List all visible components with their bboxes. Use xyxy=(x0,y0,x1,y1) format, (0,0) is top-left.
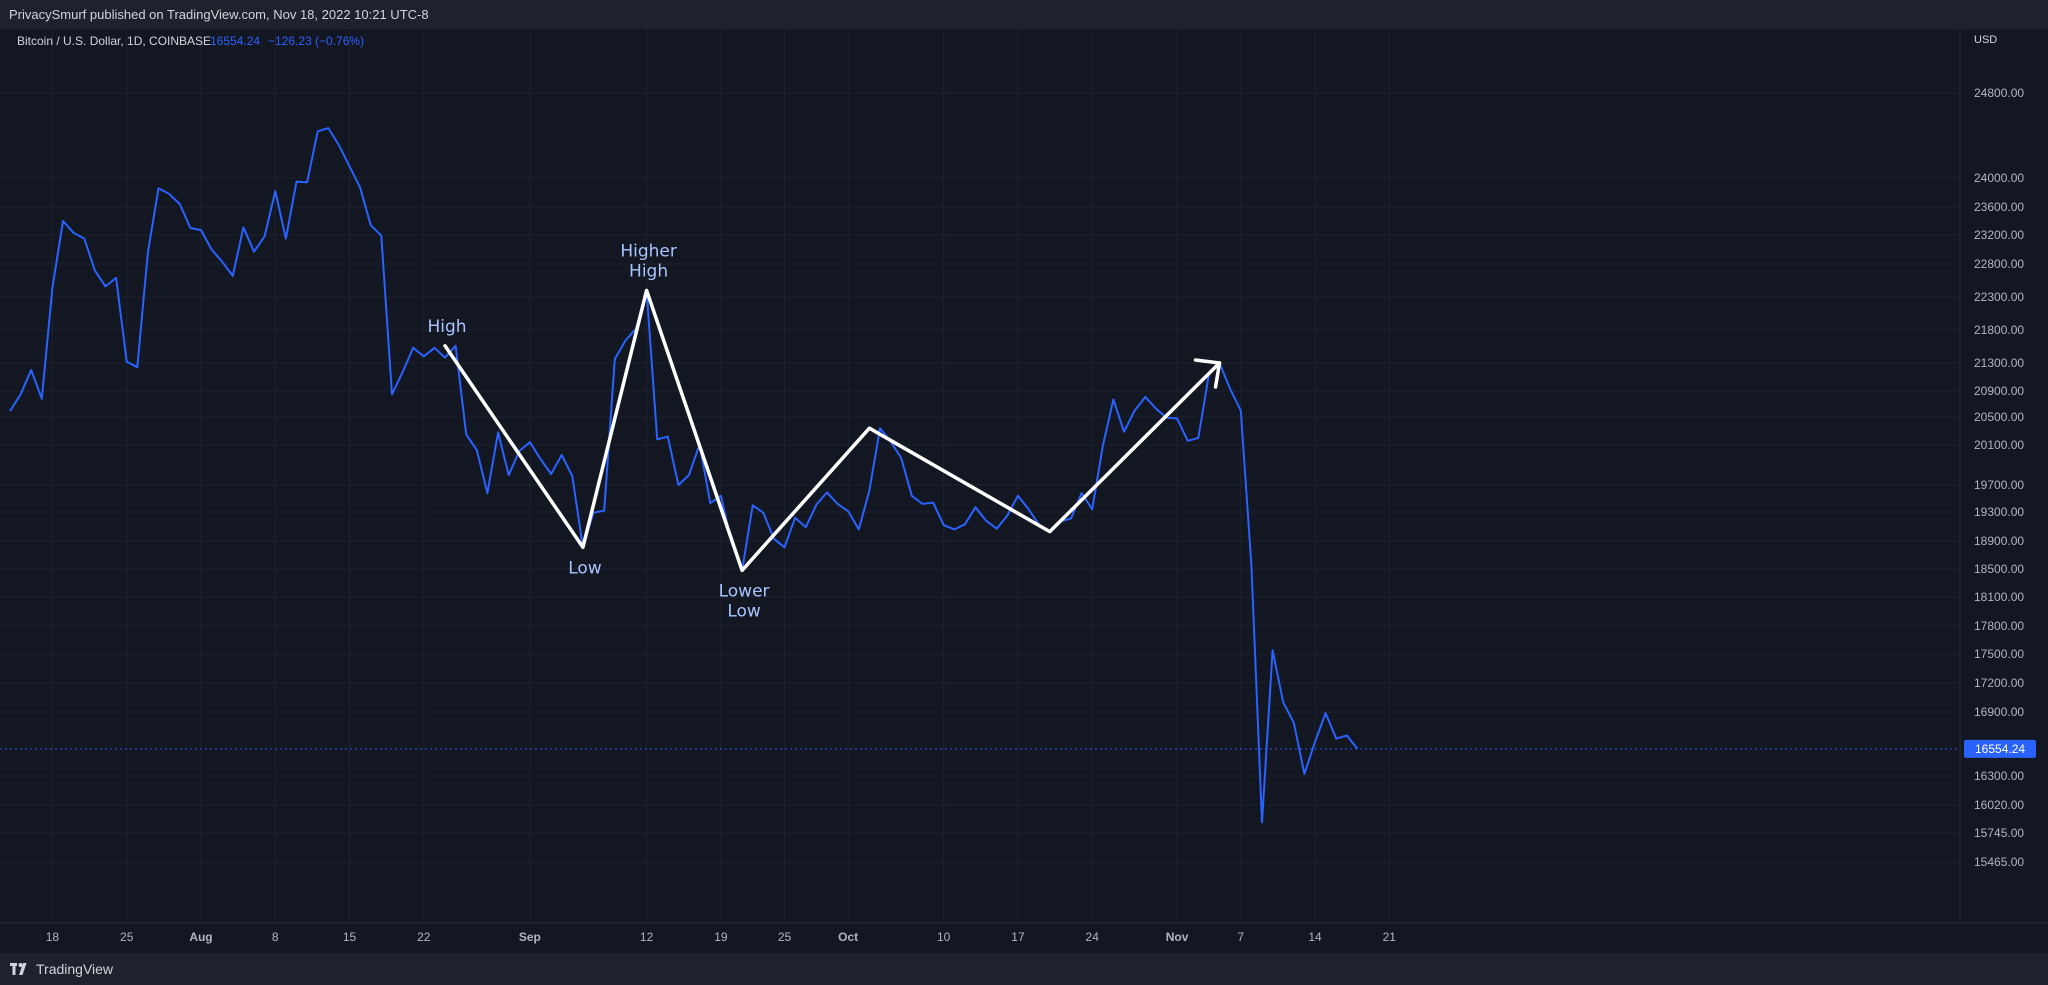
price-tick-label: 21300.00 xyxy=(1974,356,2024,370)
tradingview-brand[interactable]: TradingView xyxy=(10,961,113,977)
time-tick-label: Sep xyxy=(519,930,541,944)
time-tick-label: 18 xyxy=(46,930,60,944)
price-tick-label: 16300.00 xyxy=(1974,769,2024,783)
price-tick-label: 15465.00 xyxy=(1974,855,2024,869)
time-tick-label: 12 xyxy=(640,930,654,944)
price-tick-label: 19300.00 xyxy=(1974,505,2024,519)
price-tick-label: 18500.00 xyxy=(1974,562,2024,576)
publish-header: PrivacySmurf published on TradingView.co… xyxy=(0,0,2048,29)
price-tick-label: 23600.00 xyxy=(1974,200,2024,214)
time-tick-label: 25 xyxy=(778,930,792,944)
high-low-pattern-line xyxy=(443,288,1222,573)
footer-bar: TradingView xyxy=(0,953,2048,985)
annotation-label: Higher xyxy=(620,241,677,261)
price-tick-label: 24800.00 xyxy=(1974,86,2024,100)
chart-grid xyxy=(0,29,1960,923)
price-tick-label: 17200.00 xyxy=(1974,676,2024,690)
arrow-head-icon xyxy=(1193,358,1222,389)
currency-label: USD xyxy=(1974,34,1997,46)
chart-legend: Bitcoin / U.S. Dollar, 1D, COINBASE 1655… xyxy=(17,34,364,48)
time-axis: 18 25 Aug 8 15 22 Sep 12 19 25 Oct 10 17 24 Nov 7 14 21 xyxy=(0,922,2048,944)
price-tick-label: 22300.00 xyxy=(1974,290,2024,304)
time-tick-label: 19 xyxy=(714,930,728,944)
price-chart[interactable]: 24800.00 24000.00 23600.00 23200.00 22800.00… xyxy=(0,29,2048,953)
price-tick-label: 18100.00 xyxy=(1974,590,2024,604)
legend-change: −126.23 (−0.76%) xyxy=(268,34,364,48)
publish-line: PrivacySmurf published on TradingView.co… xyxy=(9,7,429,22)
time-tick-label: Nov xyxy=(1166,930,1189,944)
time-tick-label: 14 xyxy=(1308,930,1322,944)
time-tick-label: 22 xyxy=(417,930,431,944)
annotation-label: High xyxy=(629,261,668,281)
time-tick-label: 8 xyxy=(272,930,279,944)
price-tick-label: 18900.00 xyxy=(1974,534,2024,548)
last-price-text: 16554.24 xyxy=(1975,742,2025,756)
footer-brand-text: TradingView xyxy=(36,961,114,977)
legend-last-price: 16554.24 xyxy=(210,34,260,48)
price-tick-label: 20900.00 xyxy=(1974,384,2024,398)
price-tick-label: 20500.00 xyxy=(1974,410,2024,424)
last-price-badge: 16554.24 xyxy=(1964,739,2036,758)
price-tick-label: 19700.00 xyxy=(1974,478,2024,492)
legend-symbol: Bitcoin / U.S. Dollar, 1D, COINBASE xyxy=(17,34,211,48)
price-axis: 24800.00 24000.00 23600.00 23200.00 22800.00… xyxy=(1959,29,2024,923)
price-tick-label: 17500.00 xyxy=(1974,647,2024,661)
price-tick-label: 23200.00 xyxy=(1974,228,2024,242)
price-tick-label: 22800.00 xyxy=(1974,257,2024,271)
time-tick-label: 25 xyxy=(120,930,134,944)
time-tick-label: 17 xyxy=(1011,930,1025,944)
time-tick-label: 7 xyxy=(1237,930,1244,944)
price-tick-label: 16900.00 xyxy=(1974,705,2024,719)
time-tick-label: Oct xyxy=(838,930,858,944)
annotation-label: Lower xyxy=(719,581,770,601)
time-tick-label: 15 xyxy=(343,930,357,944)
time-tick-label: 24 xyxy=(1086,930,1100,944)
price-tick-label: 21800.00 xyxy=(1974,323,2024,337)
time-tick-label: 10 xyxy=(937,930,951,944)
price-tick-label: 24000.00 xyxy=(1974,171,2024,185)
price-line-series xyxy=(9,127,1359,824)
price-tick-label: 20100.00 xyxy=(1974,438,2024,452)
time-tick-label: 21 xyxy=(1383,930,1397,944)
annotation-label: High xyxy=(427,317,466,337)
tradingview-logo-icon xyxy=(10,963,27,975)
annotation-label: Low xyxy=(568,558,602,578)
price-tick-label: 17800.00 xyxy=(1974,619,2024,633)
time-tick-label: Aug xyxy=(189,930,212,944)
price-tick-label: 15745.00 xyxy=(1974,826,2024,840)
annotation-label: Low xyxy=(727,601,761,621)
price-tick-label: 16020.00 xyxy=(1974,798,2024,812)
